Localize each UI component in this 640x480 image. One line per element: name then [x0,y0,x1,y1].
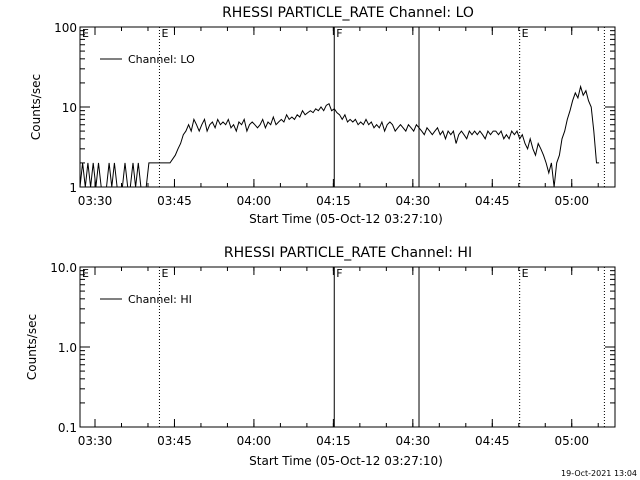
x-axis-label: Start Time (05-Oct-12 03:27:10) [249,212,443,226]
x-tick-label: 04:30 [396,194,431,208]
flag-label: F [336,267,342,280]
x-tick-label: 05:00 [554,434,589,448]
y-tick-label: 10.0 [50,261,77,275]
chart-title: RHESSI PARTICLE_RATE Channel: LO [222,5,474,21]
flag-label: E [82,27,89,40]
y-tick-label: 0.1 [58,421,77,435]
x-tick-label: 03:30 [78,194,113,208]
x-tick-label: 04:45 [475,434,510,448]
legend-label: Channel: HI [128,293,192,306]
y-axis-label: Counts/sec [25,314,39,380]
chart-title: RHESSI PARTICLE_RATE Channel: HI [224,245,472,261]
flag-lines: E F EE [82,27,605,187]
flag-lines: E F EE [82,267,605,427]
x-tick-label: 03:45 [157,434,192,448]
x-tick-label: 04:30 [396,434,431,448]
flag-label: E [522,267,529,280]
y-tick-label: 100 [54,21,77,35]
flag-label: E [161,27,168,40]
x-tick-label: 04:00 [237,194,272,208]
panel-lo: RHESSI PARTICLE_RATE Channel: LO E F E E 1 1… [29,5,616,226]
x-tick-label: 03:45 [157,194,192,208]
x-tick-label: 04:15 [316,434,351,448]
panel-hi: RHESSI PARTICLE_RATE Channel: HI E F E E 0.… [25,245,616,468]
series-line-lo [79,84,600,188]
timestamp-footer: 19-Oct-2021 13:04 [561,469,637,478]
x-tick-label: 04:00 [237,434,272,448]
legend-label: Channel: LO [128,53,195,66]
y-axis-ticks: 0.1 1.0 10.0 [50,261,615,435]
y-tick-label: 1.0 [58,341,77,355]
x-tick-label: 04:45 [475,194,510,208]
y-axis-label: Counts/sec [29,74,43,140]
flag-label: E [82,267,89,280]
flag-label: F [336,27,342,40]
flag-label: E [522,27,529,40]
y-tick-label: 10 [62,101,77,115]
x-axis-label: Start Time (05-Oct-12 03:27:10) [249,454,443,468]
x-tick-label: 03:30 [78,434,113,448]
plot-frame [79,266,616,428]
x-axis-ticks: 03:30 03:45 04:00 04:15 04:30 04:45 05:00 [78,267,599,448]
flag-label: E [161,267,168,280]
x-axis-ticks: 03:30 03:45 04:00 04:15 04:30 04:45 05:00 [78,27,599,208]
y-tick-label: 1 [69,181,77,195]
x-tick-label: 04:15 [316,194,351,208]
x-tick-label: 05:00 [554,194,589,208]
